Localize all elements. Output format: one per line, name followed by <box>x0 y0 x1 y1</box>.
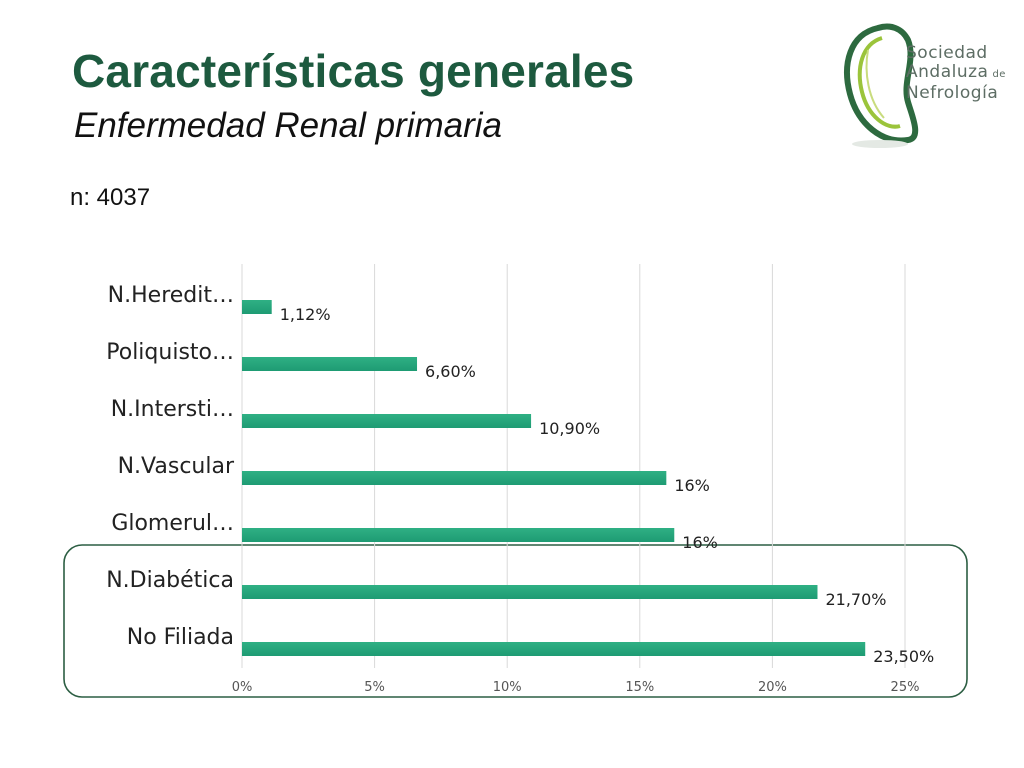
logo-line-2-suffix: de <box>992 69 1006 80</box>
logo-line-1: Sociedad <box>906 43 988 63</box>
bar <box>242 585 818 599</box>
category-label: N.Vascular <box>118 454 235 479</box>
bar <box>242 357 418 371</box>
x-tick-label: 5% <box>364 680 385 695</box>
x-tick-label: 0% <box>232 680 253 695</box>
logo-line-2-text: Andaluza <box>906 62 989 82</box>
bar <box>242 300 272 314</box>
data-label: 16% <box>682 533 718 552</box>
category-label: No Filiada <box>127 625 234 650</box>
data-label: 1,12% <box>280 305 331 324</box>
sample-size-label: n: 4037 <box>70 184 151 211</box>
logo-line-3: Nefrología <box>906 83 999 103</box>
category-label: N.Heredit… <box>108 283 234 308</box>
data-label: 6,60% <box>425 362 476 381</box>
x-tick-label: 15% <box>625 680 654 695</box>
bar <box>242 471 667 485</box>
sociedad-logo-icon <box>844 23 919 148</box>
logo-line-2: Andaluza de <box>906 63 1006 84</box>
page-title: Características generales <box>72 45 635 97</box>
category-label: N.Diabética <box>106 568 234 593</box>
highlight-box <box>63 544 968 698</box>
bar <box>242 414 532 428</box>
page-subtitle: Enfermedad Renal primaria <box>74 106 502 145</box>
category-label: N.Intersti… <box>111 397 234 422</box>
x-tick-label: 10% <box>493 680 522 695</box>
x-tick-label: 25% <box>891 680 920 695</box>
data-label: 23,50% <box>873 647 934 666</box>
x-tick-label: 20% <box>758 680 787 695</box>
bar <box>242 528 675 542</box>
data-label: 16% <box>674 476 710 495</box>
bar <box>242 642 866 656</box>
category-label: Poliquisto… <box>106 340 234 365</box>
category-label: Glomerul… <box>111 511 234 536</box>
data-label: 21,70% <box>825 590 886 609</box>
logo-wordmark: Sociedad Andaluza de Nefrología <box>906 44 1006 103</box>
data-label: 10,90% <box>539 419 600 438</box>
